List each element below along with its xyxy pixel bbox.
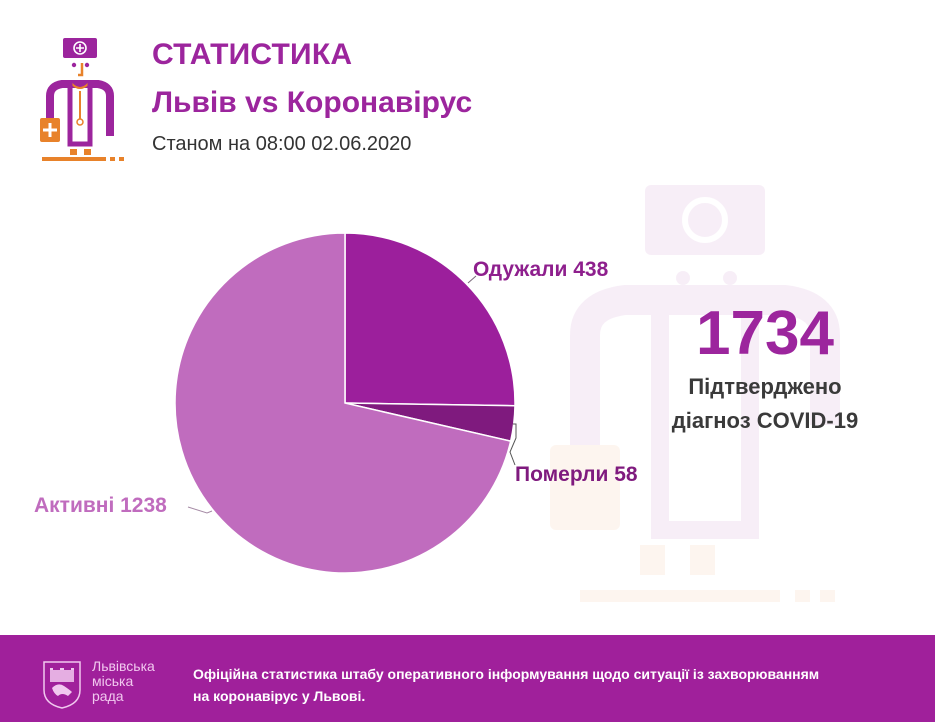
footer-band: Львівська міська рада Офіційна статистик… [0, 635, 935, 722]
pie-slices [174, 232, 516, 574]
official-source-note: Офіційна статистика штабу оперативного і… [193, 666, 820, 704]
leader-line-active [187, 506, 213, 514]
city-line-1: Львівська [92, 658, 155, 674]
lviv-coat-of-arms-icon [43, 661, 81, 709]
city-line-3: рада [92, 688, 124, 704]
city-line-2: міська [92, 673, 134, 689]
doctor-watermark-icon [550, 185, 840, 602]
total-confirmed-count: 1734 [696, 299, 834, 368]
city-council-name: Львівська міська рада [92, 659, 155, 704]
total-confirmed-caption: Підтверджено діагноз COVID-19 [655, 370, 875, 438]
page-subtitle: Львів vs Коронавірус [152, 86, 473, 119]
doctor-logo-icon [40, 38, 124, 161]
pie-chart [174, 232, 517, 574]
caption-line-2: діагноз COVID-19 [671, 408, 859, 433]
caption-line-1: Підтверджено [688, 374, 842, 399]
slice-label-active: Активні 1238 [34, 494, 167, 517]
leader-line-died [509, 423, 517, 466]
date-stamp: Станом на 08:00 02.06.2020 [152, 133, 412, 155]
page-title: СТАТИСТИКА [152, 38, 353, 71]
pie-slice-active [174, 232, 512, 574]
pie-slice-recovered [344, 232, 516, 407]
slice-label-recovered: Одужали 438 [473, 258, 609, 281]
slice-label-died: Померли 58 [515, 463, 638, 486]
leader-line-recovered [467, 275, 477, 284]
